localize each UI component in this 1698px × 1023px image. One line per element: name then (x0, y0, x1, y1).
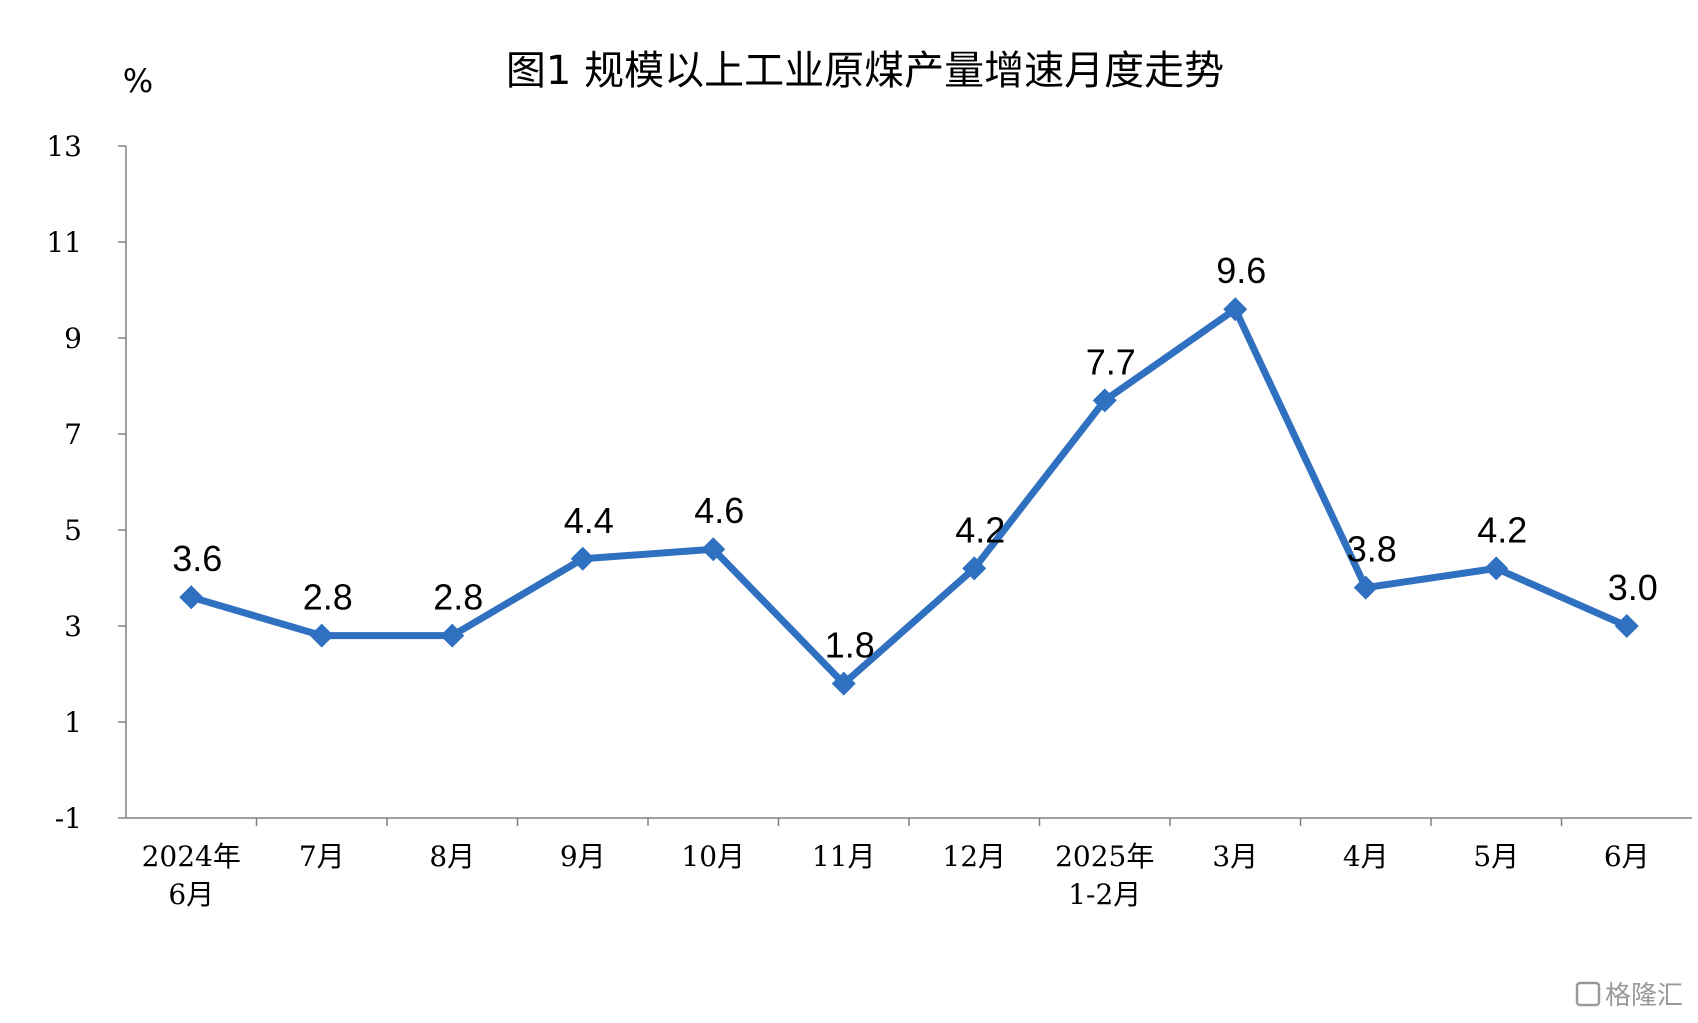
x-tick-label: 2024年 6月 (142, 840, 241, 911)
y-tick-label: 1 (64, 706, 82, 739)
x-tick-label-line: 10月 (681, 840, 745, 873)
x-tick-label-line: 3月 (1212, 840, 1258, 873)
markers-group (179, 297, 1639, 696)
chart-title: 图1 规模以上工业原煤产量增速月度走势 (506, 48, 1224, 94)
x-tick-label: 10月 (681, 840, 745, 873)
x-tick-label-line: 11月 (812, 840, 876, 873)
data-label: 9.6 (1216, 250, 1266, 291)
y-tick-label: 11 (46, 226, 82, 259)
x-tick-label: 5月 (1473, 840, 1519, 873)
x-tick-label: 3月 (1212, 840, 1258, 873)
x-tick-label-line: 5月 (1473, 840, 1519, 873)
data-point (1353, 575, 1378, 600)
y-tick-label: -1 (55, 802, 82, 835)
y-tick-label: 3 (64, 610, 82, 643)
data-point (962, 556, 987, 581)
data-label: 7.7 (1086, 341, 1136, 382)
x-tick-label: 4月 (1343, 840, 1389, 873)
x-axis-ticks: 2024年 6月 7月 8月 9月 10月 11月 12月 2025年 1-2月 3月 4月 5月 6月 (142, 818, 1650, 911)
data-point (440, 623, 465, 648)
data-label: 4.2 (1477, 509, 1527, 550)
y-tick-label: 13 (46, 130, 82, 163)
x-tick-label: 12月 (942, 840, 1006, 873)
series-line-group (187, 305, 1631, 688)
x-tick-label-line: 7月 (299, 840, 345, 873)
data-label: 2.8 (433, 577, 483, 618)
data-point (309, 623, 334, 648)
watermark-text: 格隆汇 (1605, 981, 1683, 1011)
data-point (1614, 614, 1639, 638)
data-label: 3.0 (1608, 567, 1658, 608)
x-tick-label-line: 9月 (560, 840, 606, 873)
x-tick-label-line: 12月 (942, 840, 1006, 873)
data-point (831, 671, 856, 696)
data-label: 3.6 (172, 538, 222, 579)
x-tick-label: 2025年 1-2月 (1055, 840, 1154, 911)
data-point (1223, 297, 1248, 322)
data-labels-group: 3.6 2.8 2.8 4.4 4.6 1.8 4.2 7.7 9.6 3.8 4.2 3.0 (172, 250, 1658, 665)
data-point (1092, 388, 1117, 413)
x-tick-label: 9月 (560, 840, 606, 873)
axes (125, 146, 1692, 819)
x-tick-label-line: 6月 (1604, 840, 1650, 873)
y-tick-label: 9 (64, 322, 82, 355)
data-label: 2.8 (303, 577, 353, 618)
y-tick-label: 5 (64, 514, 82, 547)
x-tick-label-line: 2024年 (142, 840, 241, 873)
x-tick-label: 7月 (299, 840, 345, 873)
data-point (1484, 556, 1509, 581)
data-label: 4.4 (564, 500, 614, 541)
data-point (701, 537, 726, 562)
x-tick-label-line: 1-2月 (1068, 878, 1141, 911)
x-tick-label-line: 6月 (168, 878, 214, 911)
y-axis-unit: % (123, 62, 153, 100)
x-tick-label: 8月 (429, 840, 475, 873)
data-label: 3.8 (1347, 529, 1397, 570)
data-point (179, 585, 204, 610)
data-label: 1.8 (825, 625, 875, 666)
data-label: 4.6 (694, 490, 744, 531)
x-tick-label-line: 8月 (429, 840, 475, 873)
x-tick-label-line: 4月 (1343, 840, 1389, 873)
x-tick-label: 6月 (1604, 840, 1650, 873)
watermark-logo-icon (1575, 981, 1601, 1007)
watermark: 格隆汇 (1575, 981, 1683, 1011)
x-tick-label: 11月 (812, 840, 876, 873)
series-line (187, 305, 1631, 688)
y-tick-label: 7 (64, 418, 82, 451)
data-point (570, 546, 595, 571)
data-label: 4.2 (955, 509, 1005, 550)
x-tick-label-line: 2025年 (1055, 840, 1154, 873)
